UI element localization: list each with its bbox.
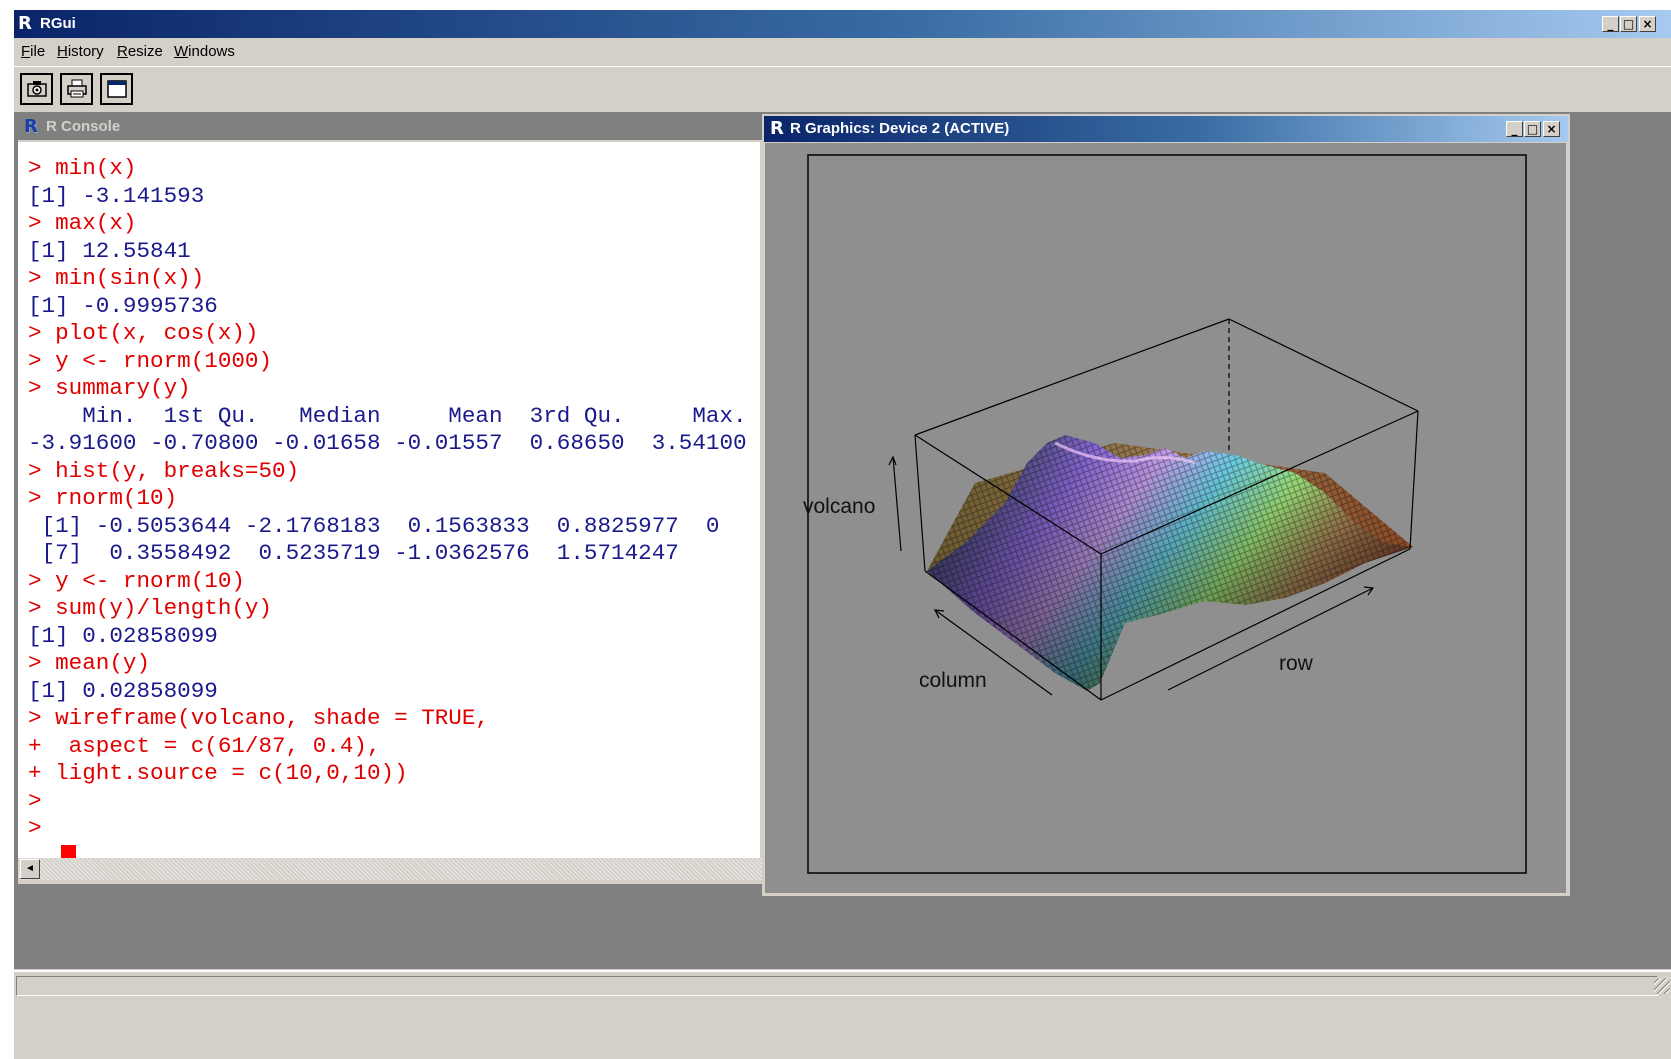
status-panel xyxy=(16,976,1658,996)
toolbar xyxy=(14,66,1671,111)
z-axis-label: volcano xyxy=(803,495,875,518)
rgui-window: R RGui _ □ × File History Resize Windows xyxy=(14,10,1671,1059)
console-command-line: > min(sin(x)) xyxy=(28,265,205,291)
app-title: RGui xyxy=(40,15,76,32)
console-output-line: [1] -0.9995736 xyxy=(28,292,218,319)
console-output[interactable]: > min(x) [1] -3.141593 > max(x) [1] 12.5584… xyxy=(18,142,760,858)
scroll-left-button[interactable]: ◄ xyxy=(20,859,40,879)
console-output-line: -3.91600 -0.70800 -0.01658 -0.01557 0.68… xyxy=(28,430,747,456)
r-logo-icon: R xyxy=(18,13,32,34)
plot-area: volcano column row xyxy=(765,143,1566,893)
console-command-line: > xyxy=(28,815,42,841)
y-axis-label: column xyxy=(919,669,987,692)
console-command-line: > plot(x, cos(x)) xyxy=(28,320,259,346)
console-title-bar[interactable]: R R Console xyxy=(18,114,766,140)
print-button[interactable] xyxy=(60,73,93,105)
console-command-line: + aspect = c(61/87, 0.4), xyxy=(28,732,381,759)
minimize-button[interactable]: _ xyxy=(1602,16,1619,32)
console-output-line: [1] 0.02858099 xyxy=(28,622,218,649)
console-output-line: [7] 0.3558492 0.5235719 -1.0362576 1.571… xyxy=(28,540,679,566)
camera-icon xyxy=(26,81,47,97)
console-window[interactable]: R R Console > min(x) [1] -3.141593 > max(x… xyxy=(18,114,766,884)
console-command-line: > wireframe(volcano, shade = TRUE, xyxy=(28,705,489,731)
title-bar[interactable]: R RGui _ □ × xyxy=(14,10,1671,38)
console-title: R Console xyxy=(46,118,121,135)
r-logo-icon: R xyxy=(770,118,784,139)
window-button[interactable] xyxy=(100,73,133,105)
mdi-client-area: R R Console > min(x) [1] -3.141593 > max(x… xyxy=(14,112,1671,969)
copy-button[interactable] xyxy=(20,73,53,105)
graphics-close-button[interactable]: × xyxy=(1543,121,1560,137)
menu-windows[interactable]: Windows xyxy=(174,43,235,60)
console-command-line: > mean(y) xyxy=(28,650,151,676)
menu-history[interactable]: History xyxy=(57,43,104,60)
console-command-line: > sum(y)/length(y) xyxy=(28,595,273,621)
resize-grip-icon[interactable] xyxy=(1654,978,1670,994)
console-output-line: [1] -3.141593 xyxy=(28,182,205,209)
close-button[interactable]: × xyxy=(1639,16,1656,32)
graphics-title-bar[interactable]: R R Graphics: Device 2 (ACTIVE) _ □ × xyxy=(764,116,1568,142)
r-logo-icon: R xyxy=(24,116,38,137)
console-output-line: Min. 1st Qu. Median Mean 3rd Qu. Max. xyxy=(28,402,747,429)
window-icon xyxy=(106,80,127,98)
console-command-line: + light.source = c(10,0,10)) xyxy=(28,760,408,786)
graphics-maximize-button[interactable]: □ xyxy=(1524,121,1541,137)
console-command-line: > y <- rnorm(10) xyxy=(28,567,245,594)
menu-bar: File History Resize Windows xyxy=(14,40,1671,64)
maximize-button[interactable]: □ xyxy=(1620,16,1637,32)
console-command-line: > xyxy=(28,787,42,814)
x-axis-label: row xyxy=(1279,652,1314,675)
console-output-line: [1] -0.5053644 -2.1768183 0.1563833 0.88… xyxy=(28,512,720,539)
text-cursor xyxy=(61,845,76,858)
graphics-window[interactable]: R R Graphics: Device 2 (ACTIVE) _ □ × xyxy=(762,114,1570,896)
console-command-line: > hist(y, breaks=50) xyxy=(28,457,300,484)
console-output-line: [1] 12.55841 xyxy=(28,237,191,264)
console-command-line: > max(x) xyxy=(28,210,137,236)
console-command-line: > y <- rnorm(1000) xyxy=(28,347,273,374)
wireframe-plot: volcano column row xyxy=(803,154,1527,874)
bounding-box xyxy=(914,318,1419,463)
panel-border xyxy=(807,154,1527,874)
status-bar xyxy=(14,970,1671,998)
console-command-line: > min(x) xyxy=(28,155,137,181)
menu-resize[interactable]: Resize xyxy=(117,43,163,60)
printer-icon xyxy=(66,79,87,98)
graphics-title: R Graphics: Device 2 (ACTIVE) xyxy=(790,120,1010,137)
axis-arrows xyxy=(888,455,1375,696)
console-command-line: > rnorm(10) xyxy=(28,485,178,511)
console-output-line: [1] 0.02858099 xyxy=(28,677,218,704)
console-command-line: > summary(y) xyxy=(28,375,191,401)
bounding-box-front xyxy=(914,410,1419,701)
menu-file[interactable]: File xyxy=(21,43,46,60)
horizontal-scrollbar[interactable]: ◄ xyxy=(18,858,766,880)
graphics-minimize-button[interactable]: _ xyxy=(1506,121,1523,137)
